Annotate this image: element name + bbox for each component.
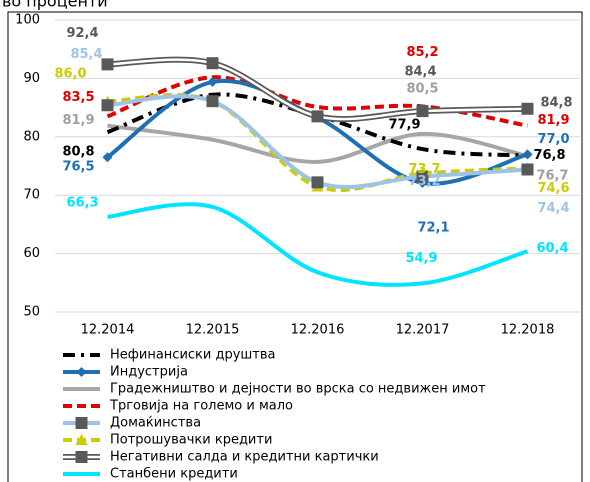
data-label: 85,4 [70,47,102,62]
y-tick-label: 50 [23,305,40,320]
marker [416,105,429,118]
data-label: 83,5 [62,90,94,105]
marker [102,152,113,163]
marker [521,163,534,176]
data-label: 86,0 [54,66,86,81]
data-label: 73,2 [408,174,440,189]
data-label: 76,5 [62,160,94,175]
marker [311,176,324,189]
marker [76,367,87,377]
y-tick-label: 90 [23,71,40,86]
marker [101,99,114,112]
marker [75,434,88,445]
line [107,202,529,287]
data-label: 81,9 [537,113,569,128]
data-label: 72,1 [417,220,449,235]
data-label: 84,4 [404,65,436,80]
line [107,123,528,164]
data-label: 80,5 [406,81,438,96]
y-tick-label: 80 [23,129,40,144]
y-tick-label: 70 [23,188,40,203]
data-label: 60,4 [536,241,568,256]
marker [75,451,88,463]
data-label: 73,7 [408,162,440,177]
marker [522,149,533,160]
marker [311,110,324,123]
legend-label: Градежништво и дејности во врска со недв… [110,382,486,397]
x-tick-label: 12.2018 [501,323,555,338]
y-tick-label: 60 [23,246,40,261]
chart-frame [7,11,583,482]
legend-label: Потрошувачки кредити [110,433,272,448]
x-tick-label: 12.2017 [396,323,450,338]
legend-label: Негативни салда и кредитни картички [110,450,379,465]
line [106,75,528,128]
x-tick-label: 12.2016 [291,323,345,338]
marker [101,58,114,71]
y-tick-label: 100 [15,13,40,28]
legend-label: Индустрија [110,365,188,380]
line-outer-inner [107,58,528,121]
data-label: 80,8 [62,145,94,160]
data-label: 74,4 [537,201,569,216]
marker [206,57,219,70]
marker [207,76,218,87]
chart-title: во проценти [2,0,108,11]
legend-label: Нефинансиски друштва [110,348,276,363]
data-label: 81,9 [62,113,94,128]
data-label: 77,0 [537,132,569,147]
legend-label: Домаќинства [110,416,201,431]
marker [75,417,88,429]
legend-label: Трговија на големо и мало [109,399,293,414]
data-label: 77,9 [388,118,420,133]
data-label: 92,4 [66,26,98,41]
marker [206,95,219,108]
x-tick-label: 12.2014 [81,323,135,338]
data-label: 76,8 [533,148,565,163]
data-label: 66,3 [66,195,98,210]
data-label: 84,8 [540,95,572,110]
legend-label: Станбени кредити [110,467,238,482]
marker [521,102,534,115]
data-label: 54,9 [405,251,437,266]
marker [416,170,429,183]
x-tick-label: 12.2015 [186,323,240,338]
data-label: 74,6 [537,181,569,196]
data-label: 85,2 [406,45,438,60]
data-label: 76,7 [536,169,568,184]
